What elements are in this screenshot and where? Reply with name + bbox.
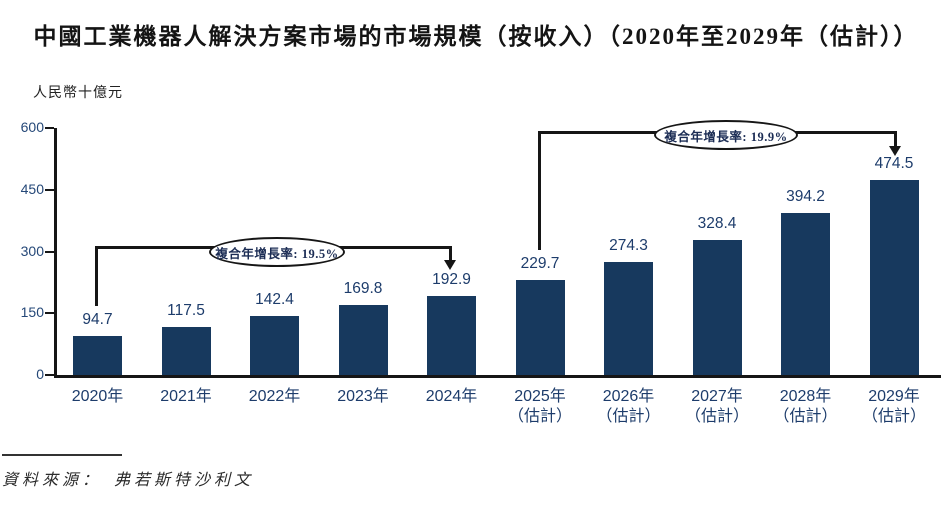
- x-axis-sublabel: （估計）: [861, 408, 926, 425]
- x-axis-sublabel: （估計）: [507, 408, 572, 425]
- bar-value-label: 117.5: [167, 301, 205, 319]
- cagr-label: 複合年增長率: 19.9%: [664, 129, 788, 144]
- bar-2028年: [781, 212, 830, 375]
- bar-value-label: 142.4: [255, 291, 294, 309]
- bar-value-label: 274.3: [609, 237, 648, 255]
- y-axis-tick: [45, 127, 54, 129]
- x-axis-label: 2029年 （估計）: [848, 387, 941, 427]
- y-axis-unit-label: 人民幣十億元: [33, 86, 123, 101]
- bar-value-label: 192.9: [432, 270, 471, 288]
- bar-value-label: 229.7: [520, 255, 560, 273]
- cagr-bubble: 複合年增長率: 19.9%: [654, 120, 798, 150]
- y-axis-tick: [45, 312, 54, 315]
- x-axis-sublabel: （估計）: [596, 408, 661, 425]
- bar-2024年: [427, 295, 476, 375]
- cagr-bubble: 複合年增長率: 19.5%: [209, 237, 345, 267]
- x-axis-label: 2020年: [71, 388, 124, 405]
- cagr-label: 複合年增長率: 19.5%: [215, 246, 339, 261]
- annotation-connector-line: [449, 246, 452, 261]
- bar-2025年: [515, 280, 565, 375]
- source-text: 資料來源： 弗若斯特沙利文: [2, 472, 255, 489]
- bar-value-label: 394.2: [786, 187, 825, 205]
- chart-title: 中國工業機器人解決方案市場的市場規模（按收入）（2020年至2029年（估計））: [33, 24, 919, 49]
- x-axis-label: 2021年: [160, 388, 212, 405]
- bar-2022年: [250, 316, 299, 375]
- x-axis-label: 2023年: [337, 388, 389, 405]
- bar-2029年: [869, 179, 919, 375]
- x-axis-label: 2028年 （估計）: [759, 387, 852, 427]
- annotation-connector-line: [538, 131, 541, 250]
- x-axis-label: 2022年: [248, 388, 301, 405]
- x-axis-label: 2027年 （估計）: [671, 387, 764, 427]
- x-axis-label: 2024年: [425, 388, 478, 405]
- annotation-connector-line: [894, 131, 897, 147]
- x-axis-label: 2025年 （估計）: [494, 387, 587, 427]
- x-axis-sublabel: （估計）: [773, 408, 838, 425]
- y-axis-tick: [45, 374, 54, 376]
- bar-2023年: [338, 305, 388, 375]
- bar-value-label: 169.8: [343, 280, 383, 298]
- x-axis-label: 2026年 （估計）: [582, 387, 675, 427]
- bar-2020年: [73, 336, 122, 375]
- bar-2026年: [604, 262, 653, 375]
- arrow-down-icon: [444, 260, 456, 270]
- arrow-down-icon: [889, 146, 901, 156]
- bar-value-label: 328.4: [697, 214, 737, 232]
- annotation-connector-line: [95, 246, 98, 306]
- y-axis-tick-label: 600: [20, 119, 44, 135]
- y-axis-tick-label: 0: [36, 366, 44, 382]
- bar-value-label: 474.5: [874, 154, 914, 172]
- bar-2021年: [161, 326, 211, 375]
- y-axis-tick-label: 300: [20, 242, 44, 259]
- y-axis-tick: [45, 188, 54, 191]
- x-axis-sublabel: （估計）: [684, 408, 749, 425]
- y-axis-tick-label: 450: [20, 180, 44, 197]
- source-divider: [2, 454, 122, 456]
- y-axis-tick: [45, 250, 54, 253]
- bar-value-label: 94.7: [82, 311, 113, 329]
- y-axis-tick-label: 150: [20, 304, 44, 321]
- bar-2027年: [692, 239, 742, 375]
- plot-area: 0 150 300 450 600 94.7 2020年 117.5 2021年 142.4 202…: [21, 119, 941, 425]
